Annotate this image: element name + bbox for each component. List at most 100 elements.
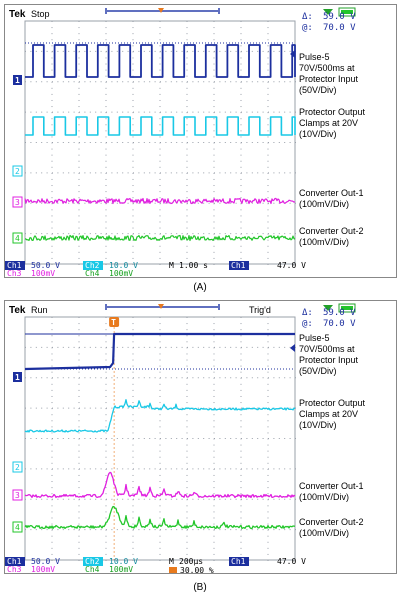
grid-dot xyxy=(78,39,80,41)
grid-dot xyxy=(187,172,188,174)
grid-dot xyxy=(111,142,113,143)
grid-dot xyxy=(78,99,80,101)
grid-dot xyxy=(246,377,248,379)
grid-dot xyxy=(105,317,107,318)
grid-dot xyxy=(143,233,145,235)
grid-dot xyxy=(235,438,237,439)
grid-dot xyxy=(160,172,161,174)
grid-dot xyxy=(186,462,188,464)
grid-dot xyxy=(186,124,188,126)
grid-dot xyxy=(105,505,107,507)
ch4-trace xyxy=(24,234,296,242)
grid-dot xyxy=(159,245,161,247)
grid-dot xyxy=(213,335,215,337)
grid-dot xyxy=(246,81,248,83)
grid-dot xyxy=(289,233,291,235)
grid-dot xyxy=(267,560,269,561)
grid-dot xyxy=(235,468,237,470)
grid-dot xyxy=(51,124,53,126)
grid-dot xyxy=(127,172,129,174)
annotation-2-line-3: (10V/Div) xyxy=(299,129,337,139)
grid-dot xyxy=(106,142,107,143)
grid-dot xyxy=(240,93,242,95)
grid-dot xyxy=(51,359,53,361)
grid-dot xyxy=(268,498,269,500)
grid-dot xyxy=(278,81,280,83)
grid-dot xyxy=(159,191,161,193)
grid-dot xyxy=(89,407,91,409)
grid-dot xyxy=(106,172,107,174)
grid-dot xyxy=(170,81,172,83)
grid-dot xyxy=(132,523,134,525)
grid-dot xyxy=(159,474,161,476)
grid-dot xyxy=(159,359,161,361)
grid-dot xyxy=(52,111,53,113)
grid-dot xyxy=(187,346,188,348)
grid-dot xyxy=(25,111,26,113)
grid-dot xyxy=(240,124,242,126)
grid-dot xyxy=(159,341,161,343)
brand-label: Tek xyxy=(9,9,26,20)
grid-dot xyxy=(240,353,242,355)
grid-dot xyxy=(241,50,242,52)
ch1-step-trace xyxy=(24,332,295,371)
grid-dot xyxy=(187,111,188,113)
grid-dot xyxy=(105,160,107,162)
grid-dot xyxy=(127,233,129,235)
ch1-ground-marker: 1 xyxy=(15,76,20,85)
grid-dot xyxy=(143,438,145,439)
grid-dot xyxy=(132,27,134,29)
grid-dot xyxy=(105,444,107,446)
grid-dot xyxy=(160,50,161,52)
grid-dot xyxy=(186,39,188,41)
grid-dot xyxy=(219,111,221,113)
grid-dot xyxy=(213,136,215,138)
grid-dot xyxy=(78,523,80,525)
grid-dot xyxy=(105,99,107,101)
grid-dot xyxy=(95,438,97,439)
grid-dot xyxy=(159,383,161,385)
grid-dot xyxy=(159,402,161,404)
grid-dot xyxy=(51,329,53,331)
grid-dot xyxy=(111,407,113,409)
grid-dot xyxy=(78,383,80,385)
grid-dot xyxy=(132,154,134,156)
grid-dot xyxy=(267,130,269,132)
grid-dot xyxy=(213,444,215,446)
grid-dot xyxy=(230,81,232,83)
grid-dot xyxy=(214,346,215,348)
grid-dot xyxy=(267,474,269,476)
grid-dot xyxy=(51,547,53,549)
grid-dot xyxy=(213,69,215,71)
trigger-t-marker-bg xyxy=(109,317,120,327)
grid-dot xyxy=(159,39,161,41)
grid-dot xyxy=(187,529,188,531)
grid-dot xyxy=(25,172,26,174)
grid-dot xyxy=(213,21,215,22)
grid-dot xyxy=(268,377,269,379)
grid-dot xyxy=(41,233,43,235)
grid-dot xyxy=(79,407,80,409)
grid-dot xyxy=(176,498,178,500)
grid-dot xyxy=(240,553,242,555)
grid-dot xyxy=(52,498,53,500)
grid-dot xyxy=(51,487,53,489)
grid-dot xyxy=(30,233,32,235)
ch4-ground-marker: 4 xyxy=(15,234,20,243)
grid-dot xyxy=(246,498,248,500)
grid-dot xyxy=(51,93,53,95)
grid-dot xyxy=(79,202,80,204)
grid-dot xyxy=(197,111,199,113)
grid-dot xyxy=(267,209,269,211)
grid-dot xyxy=(51,523,53,525)
annotation-1-line-4: (50V/Div) xyxy=(299,366,337,376)
grid-dot xyxy=(68,346,70,348)
grid-dot xyxy=(159,487,161,489)
ch2-readout-label: Ch2 xyxy=(85,261,100,270)
grid-dot xyxy=(41,81,43,83)
grid-dot xyxy=(106,407,107,409)
grid-dot xyxy=(105,535,107,537)
grid-dot xyxy=(213,523,215,525)
grid-dot xyxy=(192,172,194,174)
grid-dot xyxy=(213,560,215,561)
